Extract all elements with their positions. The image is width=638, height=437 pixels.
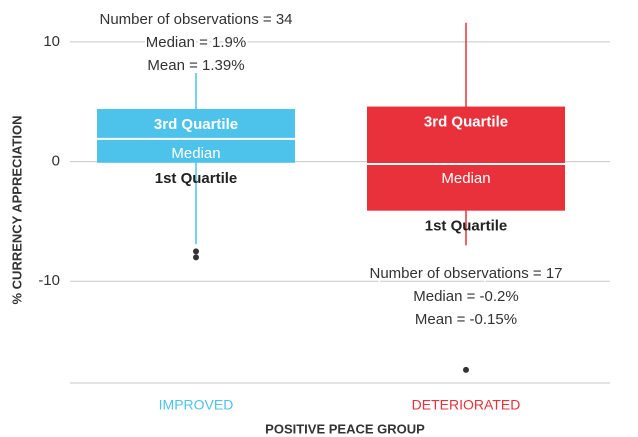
annotation: Number of observations = 34 (99, 11, 292, 28)
q1-label: 1st Quartile (425, 218, 508, 235)
annotation: Mean = -0.15% (415, 311, 517, 328)
annotation: Median = -0.2% (413, 288, 518, 305)
annotation: Median = 1.9% (146, 34, 246, 51)
x-axis-title: POSITIVE PEACE GROUP (265, 421, 425, 436)
median-label: Median (441, 170, 490, 187)
y-tick-label: 10 (43, 33, 60, 50)
y-tick-label: -10 (38, 272, 60, 289)
annotation: Number of observations = 17 (369, 265, 562, 282)
box (367, 106, 565, 211)
y-axis-title: % CURRENCY APPRECIATION (9, 115, 24, 304)
q3-label: 3rd Quartile (154, 116, 238, 133)
outlier (193, 254, 199, 261)
y-tick-label: 0 (52, 153, 60, 170)
q3-label: 3rd Quartile (424, 114, 508, 131)
outlier (193, 248, 199, 255)
q1-label: 1st Quartile (155, 170, 238, 187)
outlier (463, 366, 469, 373)
median-label: Median (171, 145, 220, 162)
x-tick-label: DETERIORATED (412, 397, 521, 413)
annotation: Mean = 1.39% (147, 57, 244, 74)
box (97, 108, 295, 163)
x-tick-label: IMPROVED (159, 397, 234, 413)
